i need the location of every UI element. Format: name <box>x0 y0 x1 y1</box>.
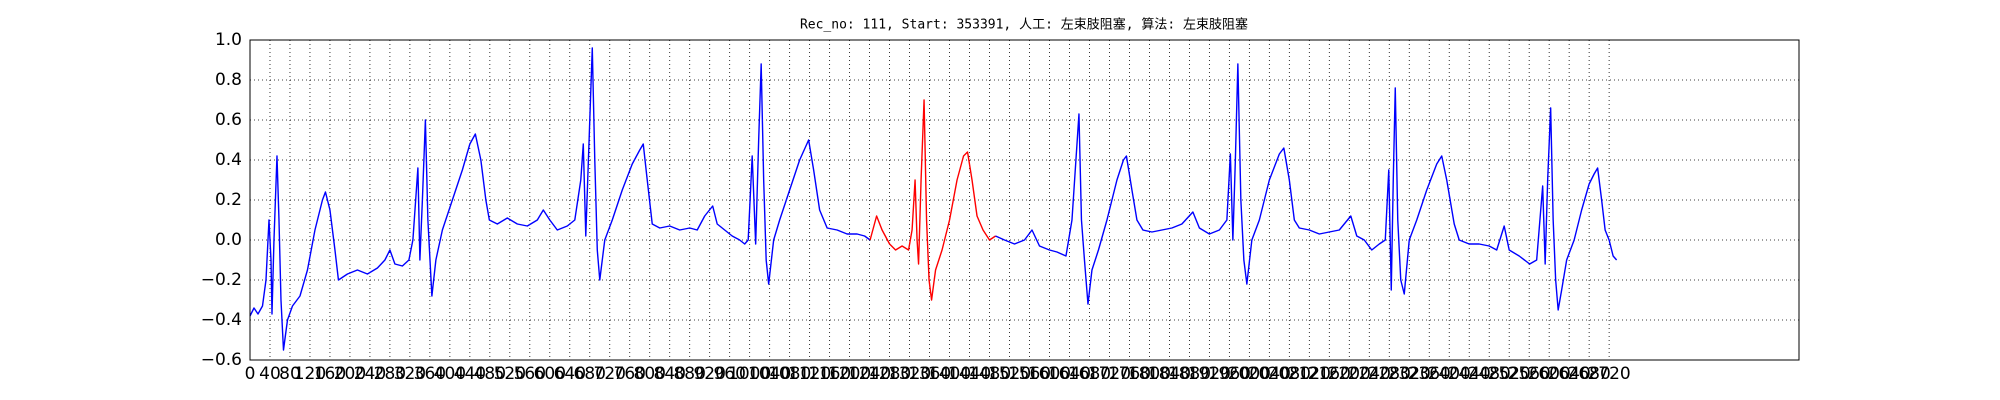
x-tick-label: 2240 <box>1348 364 1391 384</box>
ecg-line <box>995 63 1618 311</box>
x-tick-label: 960 <box>713 364 745 384</box>
x-tick-label: 1160 <box>808 364 851 384</box>
tick-labels: 1.00.80.60.40.20.0−0.2−0.4−0.60 408012016… <box>201 30 1631 384</box>
x-tick-label: 2640 <box>1548 364 1591 384</box>
plot-lines <box>249 47 1618 351</box>
x-tick-label: 1400 <box>928 364 971 384</box>
x-tick-label: 2040 <box>1248 364 1291 384</box>
x-tick-label: 2120 <box>1288 364 1331 384</box>
x-tick-label: 1120 <box>788 364 831 384</box>
x-tick-label: 1480 <box>968 364 1011 384</box>
y-tick-label: −0.6 <box>201 350 242 370</box>
x-tick-label: 1760 <box>1108 364 1151 384</box>
x-tick-label: 1240 <box>848 364 891 384</box>
y-tick-label: −0.2 <box>201 270 242 290</box>
x-tick-label: 760 <box>614 364 646 384</box>
x-tick-label: 1360 <box>908 364 951 384</box>
x-tick-label: 1560 <box>1008 364 1051 384</box>
x-tick-label: 480 <box>474 364 506 384</box>
ecg-line <box>869 99 996 301</box>
x-tick-label: 2680 <box>1568 364 1611 384</box>
x-tick-label: 1640 <box>1048 364 1091 384</box>
x-tick-label: 2400 <box>1428 364 1471 384</box>
x-tick-label: 1280 <box>868 364 911 384</box>
x-tick-label: 120 <box>294 364 326 384</box>
x-tick-label: 1880 <box>1168 364 1211 384</box>
y-tick-label: 0.0 <box>215 230 242 250</box>
x-tick-label: 1680 <box>1068 364 1111 384</box>
x-tick-label: 440 <box>454 364 486 384</box>
x-tick-label: 920 <box>693 364 725 384</box>
x-tick-label: 880 <box>673 364 705 384</box>
plot-frame <box>249 39 1800 361</box>
x-tick-label: 1320 <box>888 364 931 384</box>
x-tick-label: 280 <box>374 364 406 384</box>
x-tick-label: 200 <box>334 364 366 384</box>
x-tick-label: 840 <box>654 364 686 384</box>
x-tick-label: 600 <box>534 364 566 384</box>
x-tick-label: 2440 <box>1448 364 1491 384</box>
x-tick-label: 160 <box>314 364 346 384</box>
grid <box>249 39 1799 361</box>
x-tick-label: 2280 <box>1368 364 1411 384</box>
x-tick-label: 2520 <box>1488 364 1531 384</box>
x-tick-label: 1200 <box>828 364 871 384</box>
x-tick-label: 800 <box>634 364 666 384</box>
ecg-line <box>249 47 871 351</box>
x-tick-label: 2160 <box>1308 364 1351 384</box>
x-tick-label: 360 <box>414 364 446 384</box>
x-tick-label: 2720 <box>1587 364 1630 384</box>
x-tick-label: 2200 <box>1328 364 1371 384</box>
x-tick-label: 1720 <box>1088 364 1131 384</box>
x-tick-label: 2080 <box>1268 364 1311 384</box>
x-tick-label: 2600 <box>1528 364 1571 384</box>
x-tick-label: 1440 <box>948 364 991 384</box>
x-tick-label: 520 <box>494 364 526 384</box>
x-tick-label: 1600 <box>1028 364 1071 384</box>
x-tick-label: 2000 <box>1228 364 1271 384</box>
x-tick-label: 640 <box>554 364 586 384</box>
x-tick-label: 1000 <box>728 364 771 384</box>
x-tick-label: 400 <box>434 364 466 384</box>
x-tick-label: 1800 <box>1128 364 1171 384</box>
x-tick-label: 720 <box>594 364 626 384</box>
x-tick-label: 1840 <box>1148 364 1191 384</box>
y-tick-label: 0.8 <box>215 70 242 90</box>
x-tick-label: 2480 <box>1468 364 1511 384</box>
y-tick-label: 0.2 <box>215 190 242 210</box>
y-tick-label: 0.4 <box>215 150 242 170</box>
x-tick-label: 1960 <box>1208 364 1251 384</box>
x-tick-label: 40 <box>259 364 281 384</box>
x-tick-label: 1520 <box>988 364 1031 384</box>
y-tick-label: 1.0 <box>215 30 242 50</box>
y-tick-label: −0.4 <box>201 310 242 330</box>
x-tick-label: 680 <box>574 364 606 384</box>
x-tick-label: 240 <box>354 364 386 384</box>
x-tick-label: 80 <box>279 364 301 384</box>
x-tick-label: 1040 <box>748 364 791 384</box>
x-tick-label: 560 <box>514 364 546 384</box>
x-tick-label: 0 <box>245 364 256 384</box>
x-tick-label: 2320 <box>1388 364 1431 384</box>
x-tick-label: 1080 <box>768 364 811 384</box>
x-tick-label: 1920 <box>1188 364 1231 384</box>
y-tick-label: 0.6 <box>215 110 242 130</box>
chart-title: Rec_no: 111, Start: 353391, 人工: 左束肢阻塞, 算… <box>800 17 1248 33</box>
x-tick-label: 2560 <box>1508 364 1551 384</box>
x-tick-label: 2360 <box>1408 364 1451 384</box>
x-tick-label: 320 <box>394 364 426 384</box>
